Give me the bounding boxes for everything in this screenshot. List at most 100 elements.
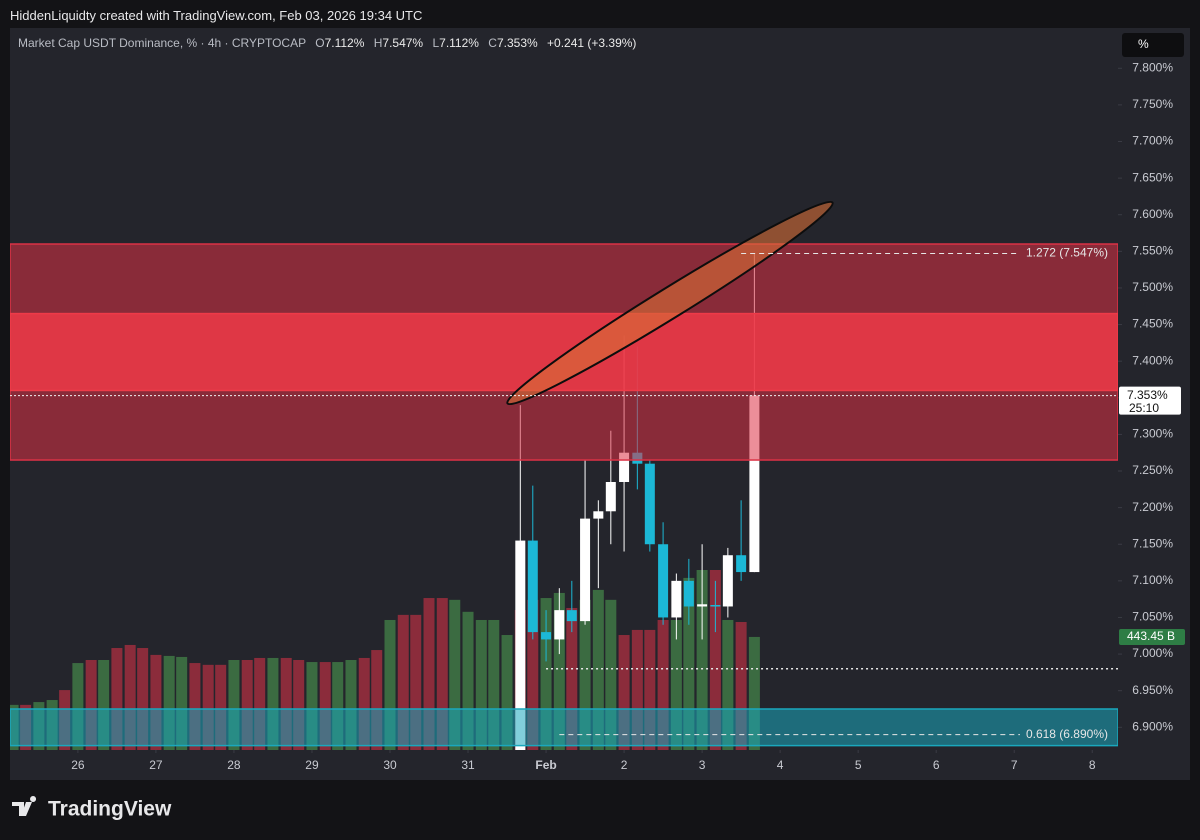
candle-body — [710, 605, 721, 607]
y-tick-label: 7.150% — [1132, 536, 1173, 550]
volume-bar — [501, 635, 513, 750]
volume-bar — [150, 654, 162, 750]
volume-bar — [280, 657, 292, 750]
symbol: Market Cap USDT Dominance, % · 4h · CRYP… — [18, 36, 306, 50]
x-tick-label: 28 — [227, 758, 241, 772]
candle-body — [580, 518, 591, 622]
volume-bar — [371, 650, 383, 750]
y-tick-label: 7.600% — [1132, 207, 1173, 221]
volume-bar — [189, 663, 201, 750]
volume-bar — [111, 648, 123, 750]
volume-bar — [527, 599, 539, 750]
zone — [10, 708, 1118, 747]
x-tick-label: 29 — [305, 758, 319, 772]
drawings: 1.272 (7.547%) 0.618 (6.890%) — [10, 200, 1118, 741]
volume-bar — [423, 598, 435, 750]
candle-body — [619, 452, 630, 482]
volume-bar — [98, 660, 110, 750]
candle-body — [749, 395, 760, 573]
y-tick-label: 7.500% — [1132, 280, 1173, 294]
volume-bar — [124, 644, 136, 750]
volume-bar — [644, 629, 656, 750]
watermark: HiddenLiquidty created with TradingView.… — [10, 8, 423, 23]
change: +0.241 (+3.39%) — [547, 36, 637, 50]
y-tick-label: 7.400% — [1132, 353, 1173, 367]
volume-bar — [592, 589, 604, 750]
volume-bar — [319, 662, 331, 750]
volume-bar — [722, 619, 734, 750]
fib-label: 0.618 (6.890%) — [1026, 727, 1108, 741]
y-tick-label: 7.250% — [1132, 463, 1173, 477]
candle-body — [683, 580, 694, 607]
volume-bar — [228, 660, 240, 750]
candle-body — [527, 540, 538, 633]
ellipse-drawing — [506, 200, 834, 406]
x-tick-label: 2 — [621, 758, 628, 772]
y-tick-label: 7.550% — [1132, 244, 1173, 258]
ohlc-value: 7.112% — [324, 36, 365, 50]
volume-tag-label: 443.45 B — [1127, 629, 1175, 643]
fib-label: 1.272 (7.547%) — [1026, 246, 1108, 260]
ohlc-key: C — [488, 36, 497, 50]
last-price-tag — [1119, 386, 1181, 415]
scale-button[interactable] — [1122, 33, 1184, 57]
axes: 6.900% 6.950% 7.000% 7.050% 7.100% 7.150% 7.20… — [71, 60, 1185, 772]
scale-button-label[interactable]: % — [1138, 37, 1149, 51]
volume-bar — [137, 648, 149, 750]
y-tick-label: 7.050% — [1132, 610, 1173, 624]
volume-bar — [436, 598, 448, 750]
countdown: 25:10 — [1129, 401, 1159, 415]
volume-bar — [345, 660, 357, 750]
volume-bar — [670, 619, 682, 750]
volume-bar — [163, 655, 175, 750]
x-tick-label: 3 — [699, 758, 706, 772]
y-tick-label: 7.450% — [1132, 317, 1173, 331]
ohlc-key: H — [373, 36, 383, 50]
candle-body — [658, 544, 669, 618]
volume-bar — [293, 660, 305, 750]
volume-bar — [657, 619, 669, 750]
x-tick-label: 27 — [149, 758, 163, 772]
candle-body — [697, 604, 708, 607]
x-tick-label: 7 — [1011, 758, 1018, 772]
y-tick-label: 6.900% — [1132, 719, 1173, 733]
volume-bar — [358, 657, 370, 750]
volume-bar — [475, 619, 487, 750]
ohlc-value: 7.353% — [496, 36, 538, 50]
volume-bar — [540, 598, 552, 750]
volume-bar — [462, 611, 474, 750]
y-tick-label: 7.700% — [1132, 134, 1173, 148]
candle-body — [644, 463, 655, 545]
volume-bar — [696, 570, 708, 750]
volume-bar — [566, 607, 578, 750]
volume-bar — [306, 662, 318, 750]
x-tick-label: 4 — [777, 758, 784, 772]
plot-area — [10, 243, 1118, 750]
candle-body — [605, 481, 616, 512]
volume-bar — [267, 657, 279, 750]
volume-bar — [410, 614, 422, 750]
x-tick-label: 30 — [383, 758, 397, 772]
ohlc-value: 7.112% — [439, 36, 479, 50]
candle-body — [593, 511, 604, 519]
volume-bar — [618, 635, 630, 750]
ohlc-key: L — [432, 36, 440, 50]
y-tick-label: 7.000% — [1132, 646, 1173, 660]
volume-bar — [748, 636, 760, 750]
volume-bar — [241, 660, 253, 750]
candle-body — [541, 632, 552, 640]
volume-bar — [605, 599, 617, 750]
candle-body — [515, 540, 526, 750]
last-price-label: 7.353% — [1127, 388, 1168, 402]
y-tick-label: 7.750% — [1132, 97, 1173, 111]
y-tick-label: 7.100% — [1132, 573, 1173, 587]
x-tick-label: 26 — [71, 758, 85, 772]
volume-bar — [384, 619, 396, 750]
brand: TradingView — [48, 798, 172, 821]
ohlc-value: 7.547% — [382, 36, 424, 50]
volume-bar — [631, 629, 643, 750]
brand-logo — [12, 796, 37, 816]
volume-bar — [332, 662, 344, 750]
